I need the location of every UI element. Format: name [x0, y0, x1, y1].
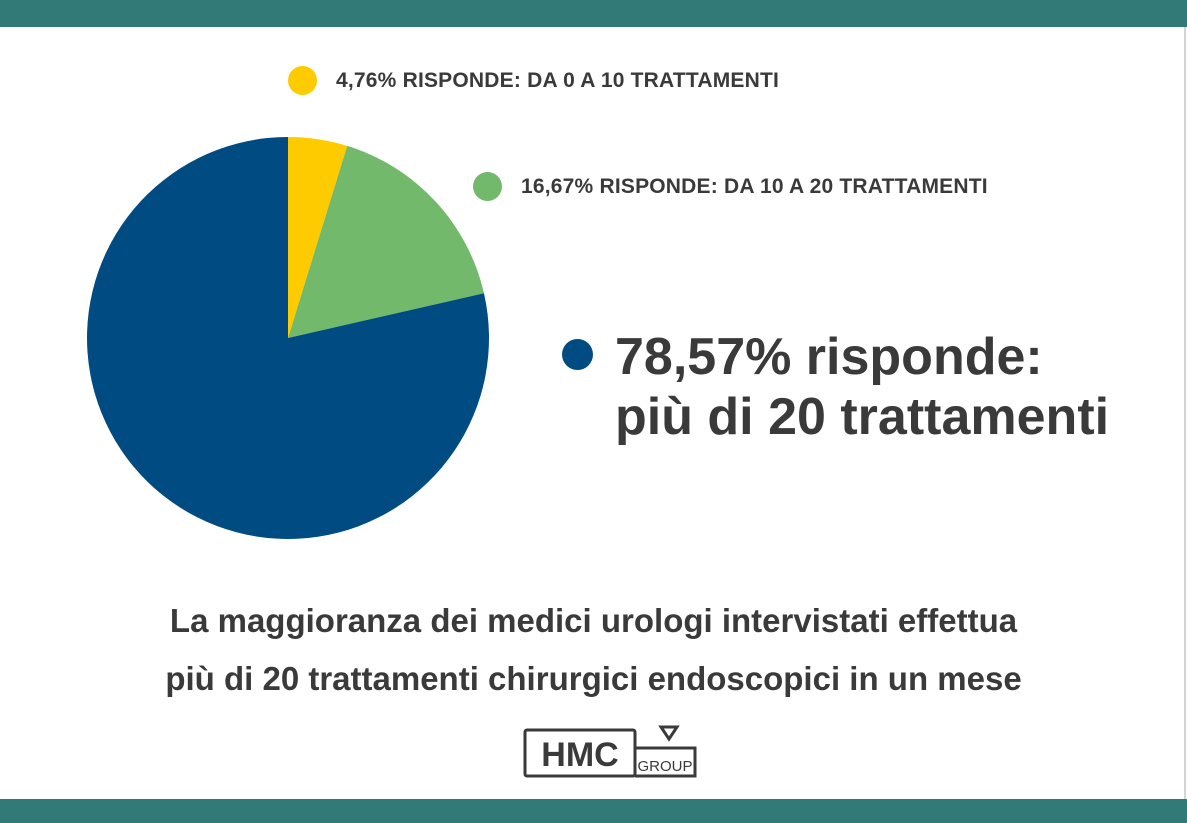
hmc-group-logo: HMC GROUP: [523, 725, 697, 778]
legend-item-over-20: 78,57% risponde: più di 20 trattamenti: [562, 327, 1109, 447]
logo-group-text: GROUP: [637, 758, 692, 775]
logo-mark: HMC: [541, 736, 618, 774]
bottom-band: [0, 799, 1187, 823]
legend-swatch-blue: [562, 339, 593, 370]
legend-label-over-20-line1: 78,57% risponde:: [615, 328, 1043, 386]
legend-item-10-20: 16,67% RISPONDE: DA 10 A 20 TRATTAMENTI: [473, 172, 988, 201]
pie-slice-over-20: [87, 137, 489, 539]
pie-slice-10-20: [288, 145, 484, 338]
legend-swatch-yellow: [288, 66, 317, 95]
legend-label-0-10: 4,76% RISPONDE: DA 0 A 10 TRATTAMENTI: [336, 68, 780, 92]
legend-label-over-20-line2: più di 20 trattamenti: [615, 388, 1110, 446]
page-edge: [1184, 27, 1186, 799]
caption-line1: La maggioranza dei medici urologi interv…: [169, 602, 1018, 639]
legend-label-over-20: 78,57% risponde: più di 20 trattamenti: [615, 327, 1109, 447]
caption: La maggioranza dei medici urologi interv…: [0, 592, 1187, 708]
top-band: [0, 0, 1187, 27]
pie-slice-0-10: [288, 137, 348, 338]
legend-label-10-20: 16,67% RISPONDE: DA 10 A 20 TRATTAMENTI: [521, 174, 988, 198]
legend-item-0-10: 4,76% RISPONDE: DA 0 A 10 TRATTAMENTI: [288, 66, 779, 95]
caption-line2: più di 20 trattamenti chirurgici endosco…: [165, 660, 1022, 697]
legend-swatch-green: [473, 172, 502, 201]
